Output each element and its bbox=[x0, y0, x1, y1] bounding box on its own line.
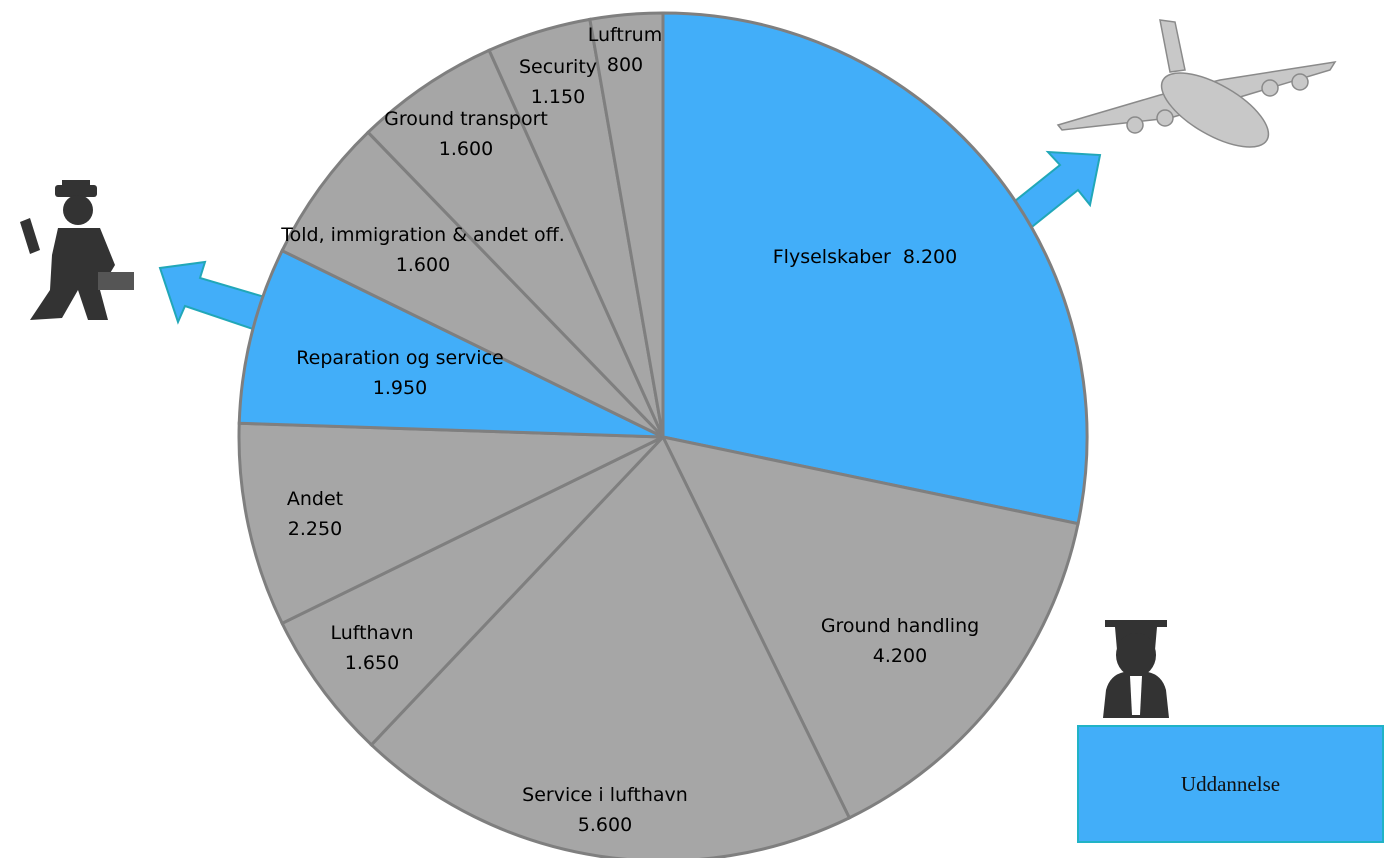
side-box-label: Uddannelse bbox=[1180, 771, 1281, 796]
pie-slice bbox=[588, 11, 665, 438]
pie bbox=[237, 11, 1089, 858]
category-label: Andet bbox=[286, 488, 344, 510]
value-label: 8.200 bbox=[902, 246, 958, 268]
slice-label: Service i lufthavn 5.600 bbox=[522, 780, 688, 840]
pie-slice bbox=[280, 130, 665, 439]
value-label: 800 bbox=[606, 54, 644, 76]
value-label: 1.950 bbox=[372, 377, 428, 399]
slice-label: Told, immigration & andet off. 1.600 bbox=[281, 220, 564, 280]
category-label: Told, immigration & andet off. bbox=[281, 224, 565, 246]
value-label: 1.650 bbox=[344, 652, 400, 674]
slice-label: Ground handling 4.200 bbox=[821, 611, 979, 671]
slice-label: Security 1.150 bbox=[519, 52, 597, 112]
graduate-icon bbox=[1103, 620, 1169, 718]
value-label: 5.600 bbox=[577, 814, 633, 836]
category-label: Ground transport bbox=[384, 108, 548, 130]
category-label: Service i lufthavn bbox=[522, 784, 688, 806]
pie-slice bbox=[237, 421, 664, 626]
slice-label: Lufthavn 1.650 bbox=[330, 618, 413, 678]
category-label: Ground handling bbox=[820, 615, 980, 637]
value-label: 4.200 bbox=[872, 645, 928, 667]
worker-icon bbox=[20, 180, 134, 320]
pie-slice bbox=[237, 248, 664, 439]
arrow bbox=[158, 260, 270, 332]
category-label: Luftrum bbox=[587, 24, 663, 46]
slice-label: Ground transport 1.600 bbox=[384, 104, 548, 164]
slice-label: Andet 2.250 bbox=[287, 484, 343, 544]
category-label: Security bbox=[518, 56, 598, 78]
slice-label: Reparation og service 1.950 bbox=[296, 343, 503, 403]
pie-slice bbox=[280, 435, 665, 747]
slice-label: Luftrum 800 bbox=[588, 20, 662, 80]
arrow bbox=[1008, 150, 1102, 232]
category-label: Lufthavn bbox=[330, 622, 414, 644]
pie-slice bbox=[660, 434, 1080, 820]
slice-label: Flyselskaber 8.200 bbox=[773, 242, 958, 272]
value-label: 1.150 bbox=[530, 86, 586, 108]
value-label: 2.250 bbox=[287, 518, 343, 540]
side-box bbox=[1077, 725, 1384, 843]
pie-slice bbox=[661, 11, 1089, 526]
category-label: Reparation og service bbox=[296, 347, 504, 369]
pie-slice bbox=[365, 48, 665, 439]
category-label: Flyselskaber bbox=[772, 246, 891, 268]
airplane-icon bbox=[1056, 19, 1337, 148]
value-label: 1.600 bbox=[395, 254, 451, 276]
pie-slice bbox=[369, 434, 852, 858]
value-label: 1.600 bbox=[438, 138, 494, 160]
